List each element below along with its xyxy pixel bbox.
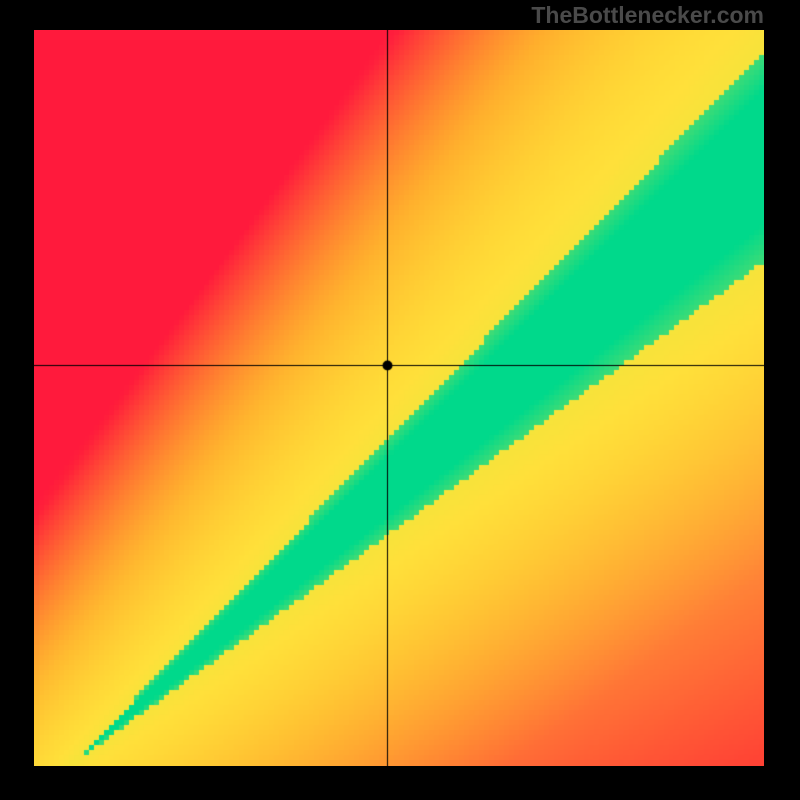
chart-frame: { "watermark": { "text": "TheBottlenecke… — [0, 0, 800, 800]
plot-area — [34, 30, 764, 766]
bottleneck-heatmap — [34, 30, 764, 766]
watermark-text: TheBottlenecker.com — [531, 2, 764, 29]
